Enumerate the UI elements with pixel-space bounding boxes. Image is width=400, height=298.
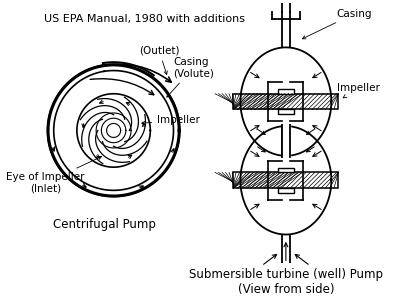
Text: Casing: Casing [302, 9, 372, 39]
Text: Casing
(Volute): Casing (Volute) [167, 57, 214, 97]
Text: Submersible turbine (well) Pump
(View from side): Submersible turbine (well) Pump (View fr… [189, 268, 383, 296]
Bar [278, 168, 294, 173]
Text: US EPA Manual, 1980 with additions: US EPA Manual, 1980 with additions [44, 14, 245, 24]
Bar [234, 94, 338, 109]
Text: Eye of Impeller
(Inlet): Eye of Impeller (Inlet) [6, 156, 102, 194]
Text: (Outlet): (Outlet) [139, 46, 179, 74]
Text: Impeller: Impeller [142, 115, 200, 125]
Bar [278, 89, 294, 94]
Bar [234, 173, 338, 188]
Bar [278, 188, 294, 193]
Text: Centrifugal Pump: Centrifugal Pump [54, 218, 156, 231]
Text: Impeller: Impeller [337, 83, 380, 98]
Bar [278, 109, 294, 114]
